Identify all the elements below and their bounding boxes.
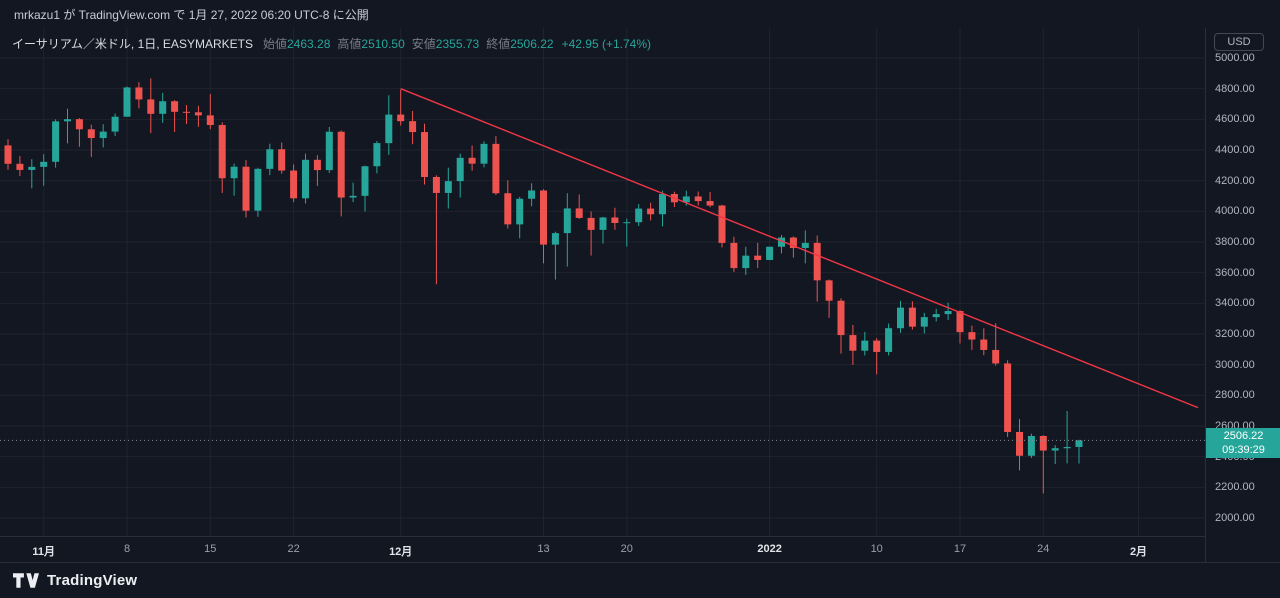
ohlc-value: 2510.50: [361, 37, 405, 51]
price-axis-label: 4600.00: [1215, 113, 1255, 126]
price-axis-label: 5000.00: [1215, 52, 1255, 64]
time-axis[interactable]: 11月 8 15 22 12月 13 20 2022 10 17 24 2月: [0, 536, 1205, 562]
time-axis-label: 8: [123, 543, 131, 555]
chart-plot-area[interactable]: イーサリアム／米ドル, 1日, EASYMARKETS 始値2463.28 高値2…: [0, 28, 1205, 536]
time-axis-label: 22: [287, 543, 300, 555]
ohlc-value: 2506.22: [510, 37, 554, 51]
time-axis-label: 15: [204, 543, 217, 555]
price-axis-label: 3400.00: [1215, 297, 1255, 310]
time-axis-label: 11月: [32, 546, 56, 558]
currency-unit-button[interactable]: USD: [1214, 33, 1264, 51]
ohlc-label: 始値: [262, 37, 287, 51]
time-axis-label: 20: [620, 543, 633, 555]
ohlc-value: 2463.28: [286, 37, 331, 51]
price-axis-label: 2800.00: [1215, 389, 1255, 402]
tradingview-logo-icon[interactable]: [13, 573, 39, 588]
time-axis-label: 2022: [757, 543, 782, 555]
footer-bar: TradingView: [0, 562, 1280, 598]
price-axis-label: 2000.00: [1215, 512, 1255, 524]
bar-countdown-timer: 09:39:29: [1222, 444, 1265, 457]
time-axis-label: 24: [1037, 543, 1050, 555]
ohlc-label: 高値: [337, 37, 362, 51]
publish-info-text: mrkazu1 が TradingView.com で 1月 27, 2022 …: [14, 7, 369, 22]
time-axis-label: 17: [953, 543, 967, 555]
price-axis-label: 2200.00: [1215, 481, 1255, 494]
chart-container: イーサリアム／米ドル, 1日, EASYMARKETS 始値2463.28 高値2…: [0, 28, 1280, 562]
price-axis-label: 3600.00: [1215, 266, 1255, 279]
price-axis-label: 4000.00: [1215, 205, 1255, 218]
price-axis-label: 4200.00: [1215, 174, 1255, 187]
tradingview-wordmark[interactable]: TradingView: [47, 572, 138, 589]
price-axis-label: 4400.00: [1215, 144, 1255, 156]
time-axis-label: 12月: [389, 546, 413, 558]
ohlc-item: 終値2506.22: [486, 35, 553, 52]
price-axis-label: 3800.00: [1215, 236, 1255, 248]
publish-info-bar: mrkazu1 が TradingView.com で 1月 27, 2022 …: [0, 0, 1280, 28]
time-axis-label: 13: [537, 543, 550, 555]
last-price-value: 2506.22: [1223, 430, 1264, 443]
chart-legend: イーサリアム／米ドル, 1日, EASYMARKETS 始値2463.28 高値2…: [12, 35, 651, 52]
price-axis-label: 4800.00: [1215, 82, 1255, 95]
ohlc-value: 2355.73: [435, 37, 480, 51]
time-axis-label: 10: [870, 543, 883, 555]
price-axis-label: 3000.00: [1215, 358, 1255, 371]
time-axis-label: 2月: [1129, 546, 1148, 558]
ohlc-item: 安値2355.73: [412, 35, 479, 52]
price-axis-label: 3200.00: [1215, 328, 1255, 340]
price-axis[interactable]: USD 2000.002200.002400.002600.002800.003…: [1205, 28, 1280, 562]
candlestick-chart[interactable]: [0, 28, 1205, 536]
last-price-label: 2506.22 09:39:29: [1206, 428, 1280, 459]
symbol-title[interactable]: イーサリアム／米ドル, 1日, EASYMARKETS: [12, 37, 253, 51]
ohlc-label: 終値: [486, 37, 511, 51]
ohlc-values: 始値2463.28 高値2510.50 安値2355.73 終値2506.22: [263, 35, 561, 52]
change-text: +42.95 (+1.74%): [561, 37, 651, 51]
ohlc-item: 高値2510.50: [337, 35, 404, 52]
ohlc-label: 安値: [411, 37, 436, 51]
ohlc-item: 始値2463.28: [263, 35, 330, 52]
